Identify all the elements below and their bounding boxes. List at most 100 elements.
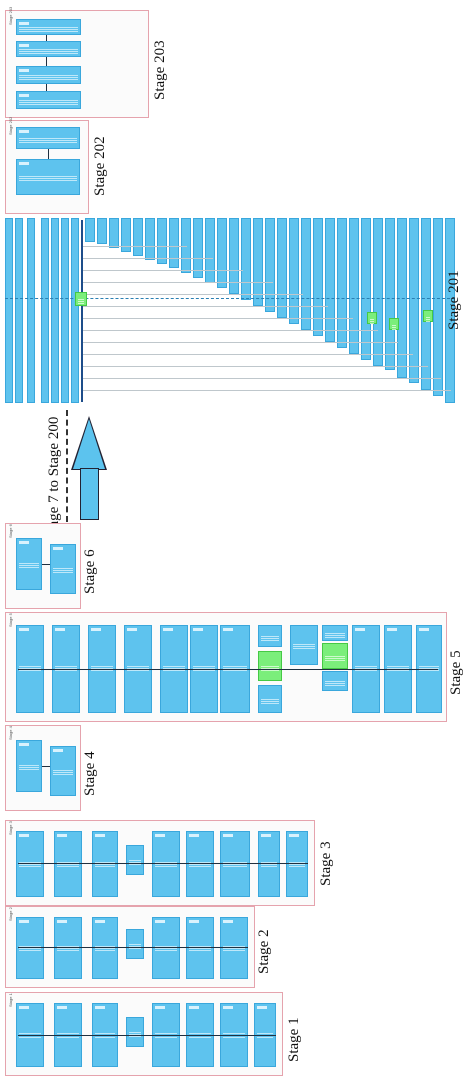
edge (81, 220, 83, 402)
stage-1-box: Stage 1 (5, 992, 283, 1076)
node-highlight (367, 312, 377, 324)
edge (83, 378, 441, 379)
node (16, 66, 81, 84)
stage-4-label: Stage 4 (82, 751, 98, 796)
node (92, 917, 118, 979)
node (41, 218, 49, 403)
edge (48, 149, 49, 159)
node (5, 218, 13, 403)
stage-5-box: Stage 5 (5, 612, 447, 722)
stage-201-label: Stage 201 (446, 270, 462, 330)
node (325, 218, 335, 342)
node (193, 218, 203, 278)
node (126, 845, 144, 875)
stage-7-200-label: Stage 7 to Stage 200 (46, 416, 62, 540)
edge (83, 390, 451, 391)
node (54, 917, 82, 979)
node (409, 218, 419, 383)
node (16, 740, 42, 792)
stage-1-tag: Stage 1 (8, 993, 13, 1007)
node (385, 218, 395, 370)
edge (83, 294, 303, 295)
node (421, 218, 431, 390)
node (361, 218, 371, 360)
stage-4-box: Stage 4 (5, 725, 81, 811)
stage-5-tag: Stage 5 (8, 613, 13, 627)
node (220, 831, 250, 897)
edge (46, 84, 47, 91)
edge (83, 330, 378, 331)
node (16, 19, 81, 35)
stage-1-label: Stage 1 (286, 1017, 302, 1062)
node (433, 218, 443, 396)
node (289, 218, 299, 324)
node (16, 127, 80, 149)
node (51, 218, 59, 403)
node (186, 917, 214, 979)
edge (46, 35, 47, 41)
node (322, 671, 348, 691)
edge (83, 318, 353, 319)
node (301, 218, 311, 330)
edge (18, 947, 248, 948)
node (229, 218, 239, 294)
node (50, 746, 76, 796)
node (265, 218, 275, 312)
edge (83, 306, 328, 307)
node (50, 544, 76, 594)
stage-4-tag: Stage 4 (8, 726, 13, 740)
stage-203-tag: Stage 203 (8, 6, 13, 25)
edge (18, 1035, 276, 1036)
stage-6-label: Stage 6 (82, 549, 98, 594)
node (258, 685, 282, 713)
node (85, 218, 95, 242)
node (121, 218, 131, 252)
node (16, 159, 80, 195)
node (169, 218, 179, 268)
node (92, 831, 118, 897)
node (97, 218, 107, 244)
node (258, 831, 280, 897)
stage-3-tag: Stage 3 (8, 821, 13, 835)
node (445, 218, 455, 403)
node (241, 218, 251, 300)
stage-3-box: Stage 3 (5, 820, 315, 906)
node (133, 218, 143, 256)
node (258, 625, 282, 647)
node (152, 831, 180, 897)
node (337, 218, 347, 348)
stage-201-graph (5, 218, 465, 408)
node (61, 218, 69, 403)
node (16, 91, 81, 109)
stage-3-label: Stage 3 (318, 841, 334, 886)
node-highlight (423, 310, 433, 322)
stage-6-box: Stage 6 (5, 523, 81, 609)
node (290, 625, 318, 665)
node-highlight (258, 651, 282, 681)
node-highlight (322, 643, 348, 669)
node (253, 218, 263, 306)
stage-203-box: Stage 203 (5, 6, 149, 118)
node (277, 218, 287, 318)
stage-202-tag: Stage 202 (8, 116, 13, 135)
node (71, 218, 79, 403)
node (15, 218, 23, 403)
up-arrow-shaft (80, 468, 99, 520)
node (313, 218, 323, 336)
node (16, 41, 81, 57)
node (157, 218, 167, 264)
stage-5-label: Stage 5 (448, 650, 464, 695)
edge (5, 298, 455, 299)
node (109, 218, 119, 248)
node (205, 218, 215, 283)
node (322, 625, 348, 641)
node-highlight (75, 292, 87, 306)
edge (42, 564, 50, 565)
node (373, 218, 383, 366)
stage-2-tag: Stage 2 (8, 907, 13, 921)
edge (83, 342, 398, 343)
stage-203-label: Stage 203 (152, 40, 168, 100)
node (126, 1017, 144, 1047)
edge (83, 354, 413, 355)
edge (18, 863, 308, 864)
